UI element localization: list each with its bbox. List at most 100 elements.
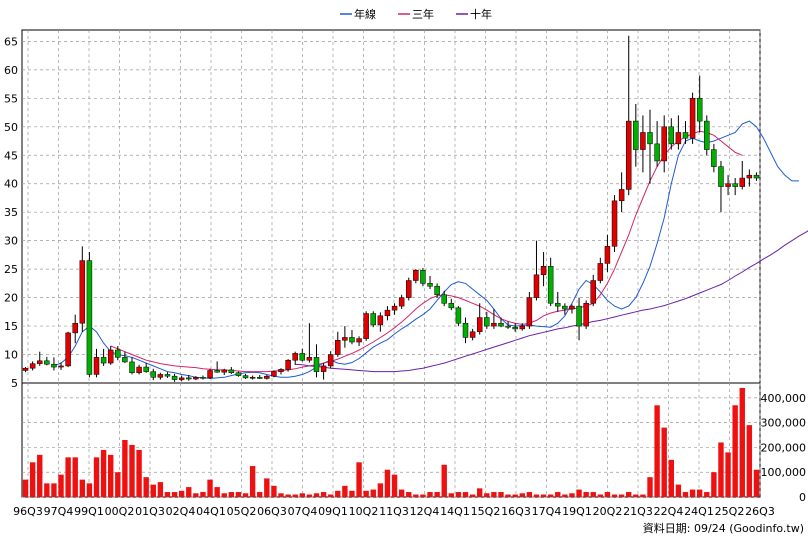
candle-82	[604, 234, 611, 272]
x-tick-label-12: 11Q3	[379, 505, 409, 518]
candle-body-54	[406, 280, 412, 298]
volume-bar-46	[349, 490, 355, 497]
volume-bar-83	[611, 494, 618, 497]
candle-body-49	[370, 313, 376, 326]
candle-body-63	[469, 331, 476, 338]
volume-bar-19	[157, 482, 164, 497]
candle-41	[313, 344, 320, 378]
candle-80	[590, 274, 596, 307]
candle-body-19	[157, 374, 164, 378]
candle-body-76	[562, 305, 568, 310]
candle-53	[398, 294, 405, 309]
candle-22	[178, 375, 185, 382]
candle-body-12	[107, 349, 114, 364]
volume-tick-label-0: 0	[799, 491, 806, 504]
candle-body-48	[363, 313, 369, 339]
candle-83	[611, 195, 618, 253]
candle-body-80	[590, 280, 596, 304]
candle-body-68	[505, 325, 511, 328]
candle-body-102	[746, 174, 753, 179]
candle-94	[689, 92, 696, 144]
candle-49	[370, 311, 376, 328]
candle-body-22	[178, 377, 185, 380]
volume-bar-98	[718, 442, 724, 497]
candle-body-69	[512, 326, 518, 330]
candle-body-9	[86, 260, 93, 375]
x-tick-label-10: 09Q1	[318, 505, 348, 518]
candle-44	[335, 331, 341, 357]
candle-body-70	[519, 325, 526, 330]
x-tick-label-7: 05Q2	[227, 505, 257, 518]
volume-bar-30	[235, 492, 242, 497]
candle-65	[484, 311, 490, 329]
volume-bar-74	[547, 494, 554, 497]
candle-69	[512, 323, 518, 332]
x-tick-label-3: 00Q2	[105, 505, 135, 518]
price-panel: 5 10 15 20 25 30 35 40 45 50 55 60 65	[4, 29, 808, 390]
candle-50	[377, 312, 384, 332]
volume-bar-7	[72, 457, 78, 497]
volume-bar-66	[491, 492, 497, 497]
price-tick-label-11: 60	[4, 64, 18, 77]
x-tick-label-17: 17Q4	[532, 505, 562, 518]
volume-bar-0	[22, 479, 29, 497]
candle-20	[164, 372, 171, 378]
candle-body-17	[143, 366, 149, 372]
x-axis: 96Q3 97Q4 99Q1 00Q2 01Q3 02Q4 04Q1 05Q2 06Q3 07Q4…	[13, 505, 775, 518]
candle-body-21	[171, 375, 178, 380]
ma-line-0	[53, 120, 799, 379]
candle-body-94	[689, 98, 696, 139]
volume-tick-label-2: 200,000	[761, 441, 807, 454]
candle-77	[569, 304, 575, 314]
x-tick-label-5: 02Q4	[166, 505, 196, 518]
volume-bar-91	[668, 459, 674, 497]
candle-body-20	[164, 374, 171, 377]
candle-body-5	[58, 365, 64, 368]
candle-57	[427, 275, 433, 290]
volume-bar-41	[313, 493, 320, 497]
candle-body-98	[718, 166, 724, 187]
candle-body-96	[704, 120, 710, 150]
volume-bar-53	[398, 489, 405, 497]
candle-body-81	[597, 263, 604, 281]
candle-body-60	[448, 303, 455, 309]
candle-body-71	[526, 297, 533, 327]
candle-body-3	[44, 360, 50, 365]
candle-29	[228, 367, 235, 374]
candle-28	[221, 368, 227, 376]
volume-bar-80	[590, 492, 596, 497]
x-tick-label-9: 07Q4	[288, 505, 318, 518]
candle-body-51	[384, 309, 391, 317]
price-tick-label-2: 15	[4, 320, 18, 333]
candle-body-15	[129, 361, 135, 374]
volume-bar-25	[200, 492, 206, 497]
volume-bar-27	[214, 487, 220, 497]
price-tick-label-10: 55	[4, 92, 18, 105]
candle-body-50	[377, 315, 384, 326]
candle-70	[519, 323, 526, 331]
candle-75	[555, 291, 561, 312]
candle-3	[44, 356, 50, 366]
candle-21	[171, 373, 178, 382]
x-tick-label-1: 97Q4	[44, 505, 74, 518]
volume-bar-93	[682, 492, 689, 497]
candle-body-77	[569, 305, 575, 310]
volume-bar-96	[704, 492, 710, 497]
candle-68	[505, 321, 511, 329]
ma-line-1	[110, 130, 743, 373]
candle-13	[115, 345, 121, 361]
candle-body-11	[100, 357, 107, 364]
candle-body-73	[540, 266, 547, 276]
volume-bar-49	[370, 489, 376, 497]
x-tick-label-18: 19Q1	[562, 505, 592, 518]
candle-body-8	[79, 260, 86, 324]
candle-body-83	[611, 200, 618, 247]
candle-body-62	[462, 322, 469, 338]
volume-bar-1	[29, 462, 36, 497]
volume-bar-100	[732, 405, 738, 497]
candle-101	[739, 160, 745, 190]
volume-bar-70	[519, 493, 525, 497]
candle-81	[597, 257, 604, 284]
candle-31	[242, 373, 249, 380]
